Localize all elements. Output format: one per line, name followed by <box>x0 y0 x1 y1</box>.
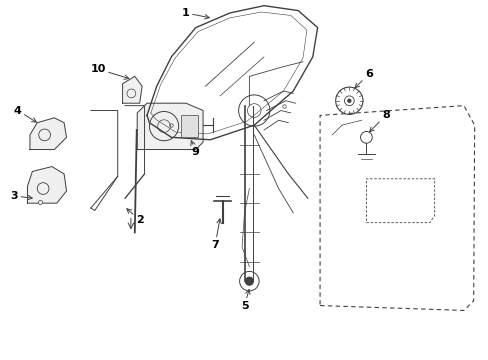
Circle shape <box>245 277 253 285</box>
Text: 6: 6 <box>354 69 372 88</box>
Text: 9: 9 <box>190 141 199 157</box>
Polygon shape <box>122 76 142 103</box>
Text: 3: 3 <box>11 191 32 201</box>
Polygon shape <box>27 167 66 203</box>
Text: 4: 4 <box>14 105 36 122</box>
Polygon shape <box>137 103 203 149</box>
Text: 7: 7 <box>211 219 221 249</box>
Polygon shape <box>30 118 66 149</box>
Text: 2: 2 <box>126 209 143 225</box>
Text: 1: 1 <box>182 8 209 19</box>
Circle shape <box>347 99 350 102</box>
Text: 8: 8 <box>369 111 389 132</box>
FancyBboxPatch shape <box>181 116 198 137</box>
Text: 10: 10 <box>90 64 129 79</box>
Text: 5: 5 <box>240 289 249 311</box>
